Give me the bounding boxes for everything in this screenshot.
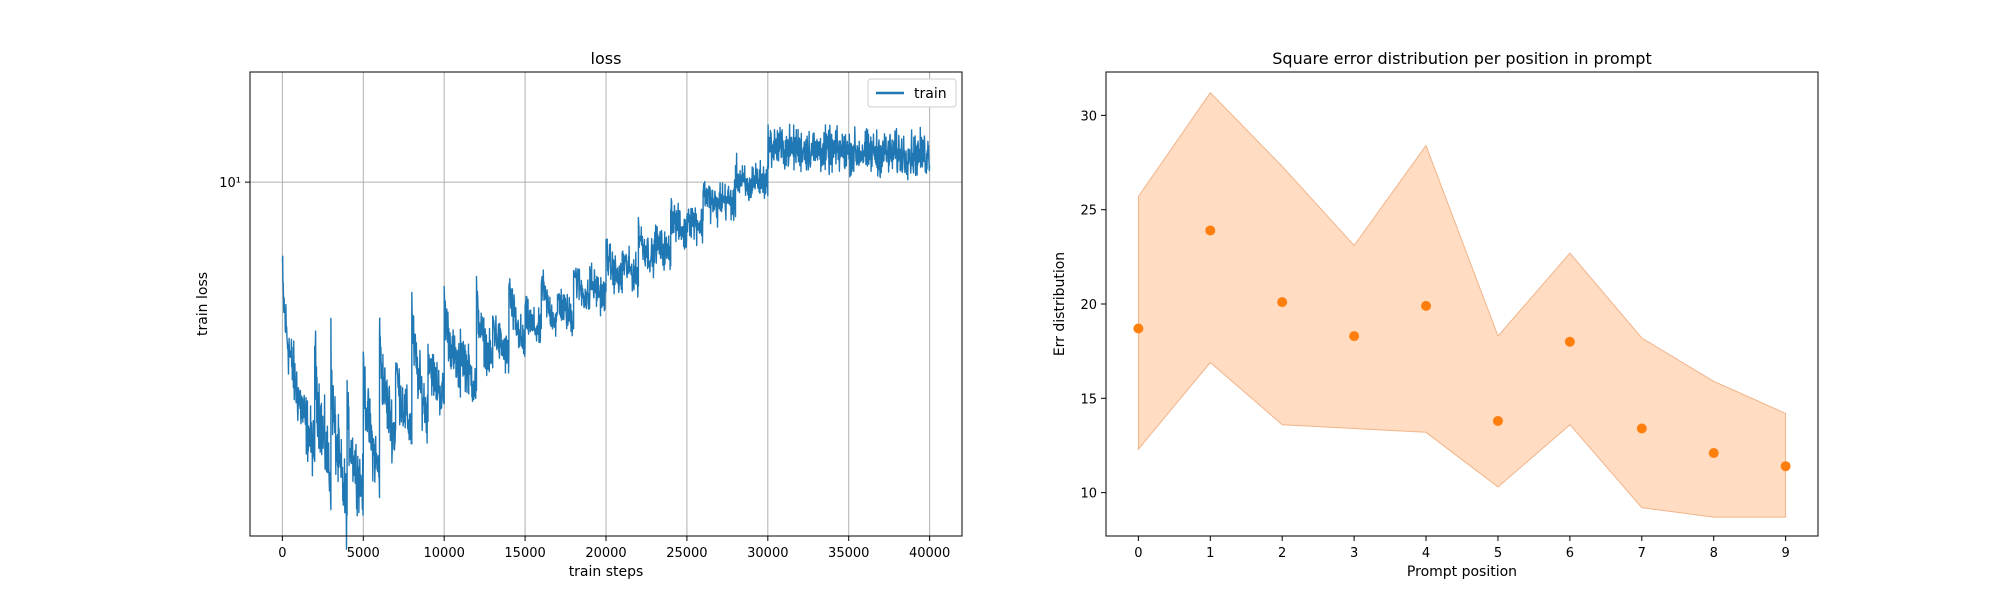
data-point xyxy=(1133,323,1144,334)
x-tick-label: 1 xyxy=(1206,546,1214,561)
x-tick-label: 8 xyxy=(1710,546,1718,561)
legend-label: train xyxy=(914,86,947,102)
data-point xyxy=(1492,415,1503,426)
x-tick-label: 10000 xyxy=(424,546,465,561)
data-point xyxy=(1349,331,1360,342)
train-loss-line xyxy=(281,123,931,550)
y-ticks: 10 15 20 25 30 xyxy=(1080,109,1106,502)
data-point xyxy=(1564,336,1575,347)
y-ticks: 10¹ xyxy=(219,176,250,191)
legend: train xyxy=(867,78,957,108)
x-tick-label: 35000 xyxy=(828,546,869,561)
y-tick-label: 25 xyxy=(1080,204,1097,219)
x-tick-label: 5 xyxy=(1494,546,1502,561)
x-axis-label: train steps xyxy=(569,564,644,580)
y-tick-label: 10¹ xyxy=(219,176,241,191)
y-tick-label: 30 xyxy=(1080,109,1097,124)
x-tick-label: 6 xyxy=(1566,546,1574,561)
x-ticks: 0 5000 10000 15000 20000 25000 30000 35000 40000 xyxy=(278,536,950,561)
x-tick-label: 40000 xyxy=(909,546,950,561)
y-tick-label: 10 xyxy=(1080,487,1097,502)
x-tick-label: 0 xyxy=(278,546,286,561)
x-tick-label: 3 xyxy=(1350,546,1358,561)
data-point xyxy=(1277,297,1288,308)
x-tick-label: 7 xyxy=(1638,546,1646,561)
legend-box xyxy=(867,78,957,108)
x-axis-label: Prompt position xyxy=(1407,564,1517,580)
x-tick-label: 2 xyxy=(1278,546,1286,561)
error-distribution-chart: Square error distribution per position i… xyxy=(1052,49,1819,580)
chart-title: Square error distribution per position i… xyxy=(1272,49,1651,68)
x-tick-label: 0 xyxy=(1134,546,1142,561)
y-tick-label: 20 xyxy=(1080,298,1097,313)
data-points xyxy=(1133,225,1791,472)
error-band xyxy=(1137,91,1787,518)
chart-title: loss xyxy=(591,49,622,68)
x-tick-label: 20000 xyxy=(585,546,626,561)
y-tick-label: 15 xyxy=(1080,392,1097,407)
data-point xyxy=(1636,423,1647,434)
train-series xyxy=(281,123,931,550)
x-tick-label: 5000 xyxy=(347,546,380,561)
error-band-area xyxy=(1137,91,1787,518)
data-point xyxy=(1421,300,1432,311)
x-tick-label: 4 xyxy=(1422,546,1430,561)
loss-chart: loss 0 5000 10000 15000 20000 25000 30000 35000… xyxy=(195,49,963,580)
x-tick-label: 15000 xyxy=(504,546,545,561)
x-ticks: 0 1 2 3 4 5 6 7 8 9 xyxy=(1134,536,1790,561)
data-point xyxy=(1708,448,1719,459)
x-tick-label: 9 xyxy=(1781,546,1789,561)
x-tick-label: 25000 xyxy=(666,546,707,561)
y-axis-label: train loss xyxy=(195,272,211,336)
y-axis-label: Err distribution xyxy=(1052,252,1068,356)
data-point xyxy=(1205,225,1216,236)
data-point xyxy=(1780,461,1791,472)
x-tick-label: 30000 xyxy=(747,546,788,561)
